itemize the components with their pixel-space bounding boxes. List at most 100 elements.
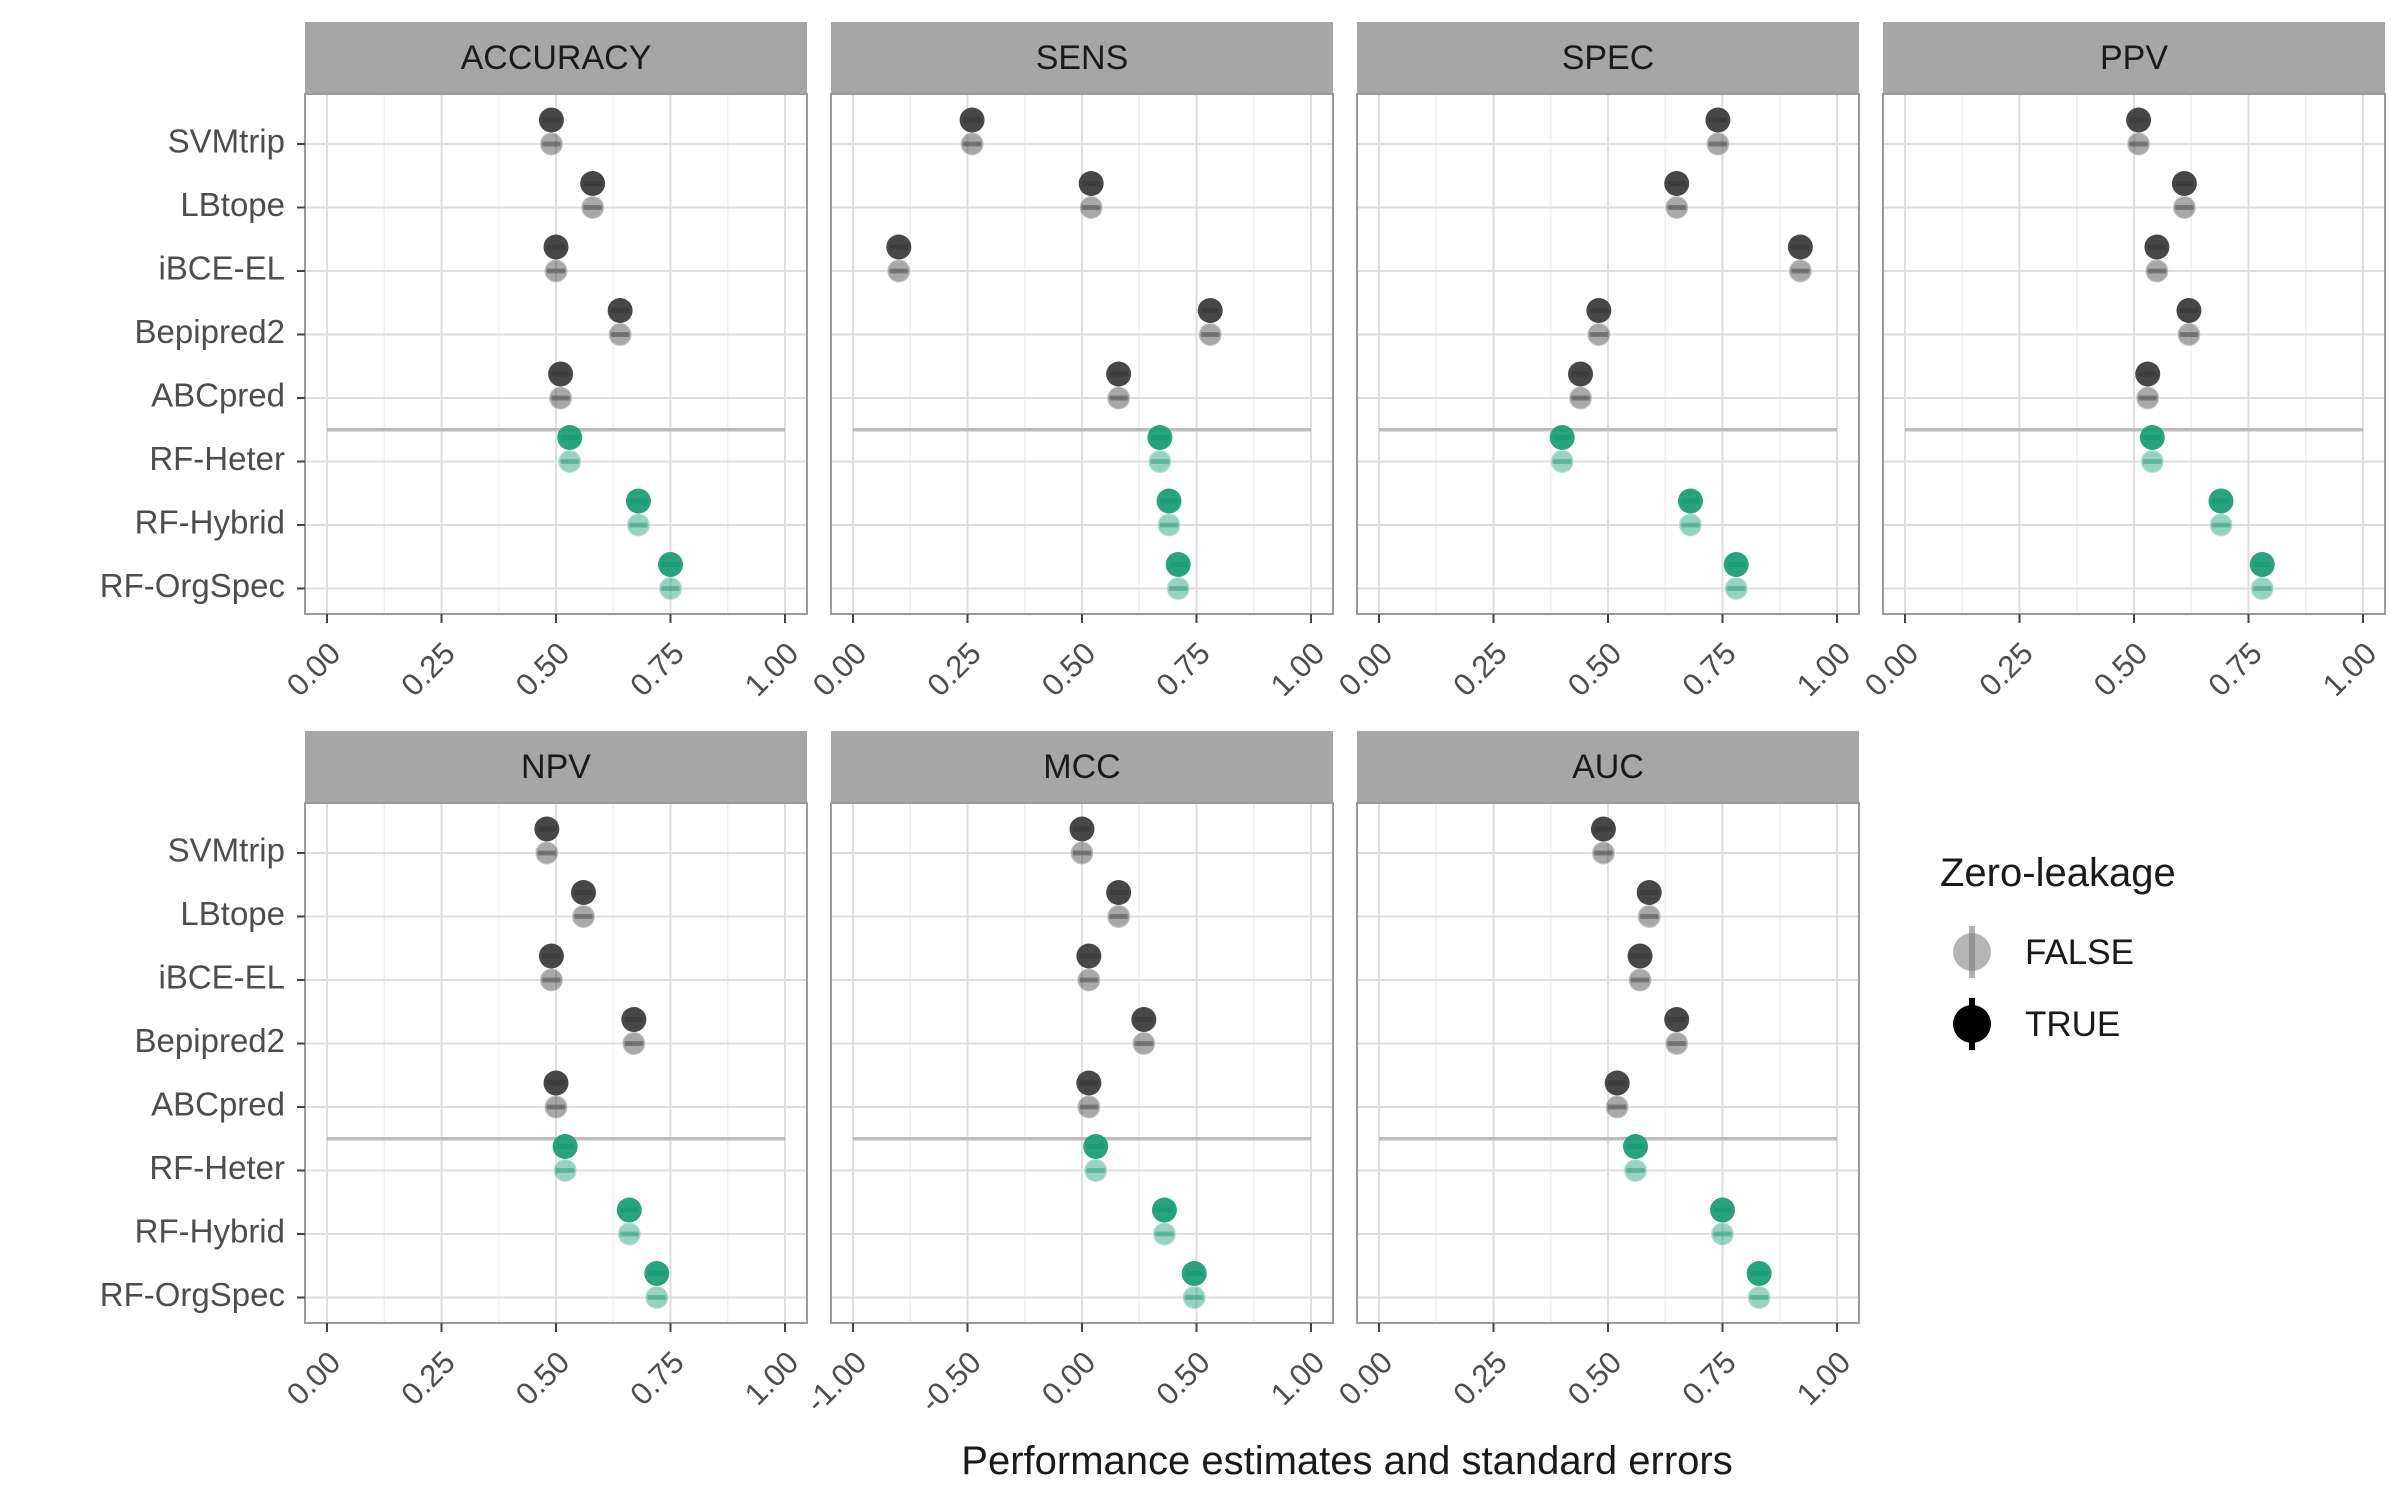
point-false-ABCpred: [1076, 1094, 1102, 1120]
y-tick-label: ABCpred: [151, 377, 285, 414]
point-false-SVMtrip: [1590, 840, 1616, 866]
x-tick-label: -0.50: [913, 1345, 988, 1420]
x-tick-label: 0.00: [280, 636, 347, 703]
point-false-ABCpred: [2135, 385, 2161, 411]
point-true-RF-Heter: [1549, 425, 1575, 450]
x-tick-label: -1.00: [799, 1345, 874, 1420]
facet-ppv: PPV 0.00 0.25 0.50 0.75 1.00: [1858, 22, 2386, 703]
point-false-LBtope: [1636, 904, 1662, 929]
point-true-iBCE-EL: [1787, 234, 1813, 260]
x-tick-label: 1.00: [738, 636, 805, 703]
point-true-SVMtrip: [1069, 816, 1095, 842]
point-false-SVMtrip: [538, 131, 564, 157]
point-true-ABCpred: [1076, 1070, 1102, 1096]
y-tick-label: RF-Heter: [149, 1149, 285, 1186]
x-tick-label: 0.75: [1149, 636, 1216, 703]
point-false-ABCpred: [543, 1094, 569, 1120]
point-false-ABCpred: [548, 385, 574, 411]
point-true-SVMtrip: [534, 816, 560, 842]
x-tick-label: 0.00: [1332, 636, 1399, 703]
point-false-ABCpred: [1106, 385, 1132, 411]
point-false-RF-OrgSpec: [2249, 576, 2275, 601]
y-tick-label: ABCpred: [151, 1086, 285, 1123]
point-false-iBCE-EL: [538, 967, 564, 993]
facet-title: NPV: [521, 748, 591, 786]
x-tick-label: 1.00: [1264, 636, 1331, 703]
point-false-RF-OrgSpec: [658, 576, 683, 601]
point-true-RF-OrgSpec: [1746, 1261, 1772, 1286]
legend-label: TRUE: [2025, 1005, 2120, 1044]
point-false-RF-Hybrid: [1151, 1221, 1177, 1247]
facet-strip: [305, 22, 807, 94]
point-true-iBCE-EL: [543, 234, 569, 260]
point-true-ABCpred: [1604, 1070, 1630, 1096]
point-true-RF-Heter: [2139, 425, 2165, 450]
y-tick-label: RF-Hybrid: [135, 504, 285, 541]
facet-npv: NPV SVMtrip LBtope iBCE-EL Bepipred2 ABCpred R…: [100, 731, 808, 1412]
x-tick-label: 0.25: [920, 636, 987, 703]
point-true-RF-Hybrid: [2208, 488, 2234, 514]
point-true-LBtope: [570, 880, 596, 905]
point-true-Bepipred2: [1131, 1007, 1157, 1032]
point-true-RF-Heter: [557, 425, 583, 450]
point-false-LBtope: [580, 195, 606, 220]
x-tick-label: 0.75: [623, 1345, 690, 1412]
point-false-RF-Heter: [552, 1158, 578, 1183]
point-false-RF-Hybrid: [625, 512, 651, 538]
point-true-RF-OrgSpec: [2249, 552, 2275, 577]
point-true-RF-Hybrid: [616, 1197, 642, 1223]
facet-strip: [831, 22, 1333, 94]
y-tick-label: RF-OrgSpec: [100, 1276, 285, 1313]
x-tick-label: 0.25: [1446, 636, 1513, 703]
point-false-LBtope: [1664, 195, 1690, 220]
point-false-RF-OrgSpec: [1181, 1285, 1207, 1310]
point-false-ABCpred: [1604, 1094, 1630, 1120]
point-false-iBCE-EL: [886, 258, 912, 284]
point-true-RF-Heter: [1622, 1134, 1648, 1159]
point-true-SVMtrip: [1590, 816, 1616, 842]
x-tick-label: 0.00: [280, 1345, 347, 1412]
point-false-RF-Heter: [1549, 449, 1575, 474]
point-false-RF-Heter: [2139, 449, 2165, 474]
point-false-LBtope: [570, 904, 596, 929]
legend-label: FALSE: [2025, 933, 2134, 972]
point-false-SVMtrip: [1705, 131, 1731, 157]
point-false-RF-OrgSpec: [1746, 1285, 1772, 1310]
point-true-Bepipred2: [1664, 1007, 1690, 1032]
point-true-ABCpred: [548, 361, 574, 387]
facet-title: SENS: [1036, 39, 1129, 77]
y-tick-label: Bepipred2: [135, 1022, 285, 1059]
point-true-LBtope: [1636, 880, 1662, 905]
point-true-LBtope: [1078, 171, 1104, 196]
facet-panels: ACCURACY SVMtrip LBtope iBCE-EL Bepipred2 ABC…: [100, 22, 2386, 1420]
point-true-Bepipred2: [621, 1007, 647, 1032]
y-tick-label: SVMtrip: [168, 832, 285, 869]
point-true-RF-OrgSpec: [1723, 552, 1749, 577]
point-false-RF-OrgSpec: [1723, 576, 1749, 601]
point-false-LBtope: [1106, 904, 1132, 929]
facet-strip: [305, 731, 807, 803]
point-false-Bepipred2: [1197, 322, 1223, 347]
x-tick-label: 0.75: [1675, 636, 1742, 703]
facet-strip: [831, 731, 1333, 803]
point-true-RF-OrgSpec: [1181, 1261, 1207, 1286]
point-true-ABCpred: [543, 1070, 569, 1096]
point-false-LBtope: [2171, 195, 2197, 220]
point-false-SVMtrip: [534, 840, 560, 866]
point-true-iBCE-EL: [538, 943, 564, 969]
point-false-Bepipred2: [2176, 322, 2202, 347]
x-tick-label: 0.50: [1561, 636, 1628, 703]
facet-title: PPV: [2100, 39, 2168, 77]
point-false-RF-Hybrid: [616, 1221, 642, 1247]
facet-mcc: MCC -1.00 -0.50 0.00 0.50 1.00: [799, 731, 1334, 1420]
point-true-RF-OrgSpec: [658, 552, 683, 577]
point-true-Bepipred2: [607, 298, 633, 323]
point-true-SVMtrip: [959, 107, 985, 133]
point-false-RF-Hybrid: [1156, 512, 1182, 538]
point-true-LBtope: [580, 171, 606, 196]
point-false-iBCE-EL: [543, 258, 569, 284]
point-true-RF-Heter: [1147, 425, 1173, 450]
point-true-RF-Hybrid: [1677, 488, 1703, 514]
point-true-ABCpred: [1568, 361, 1594, 387]
